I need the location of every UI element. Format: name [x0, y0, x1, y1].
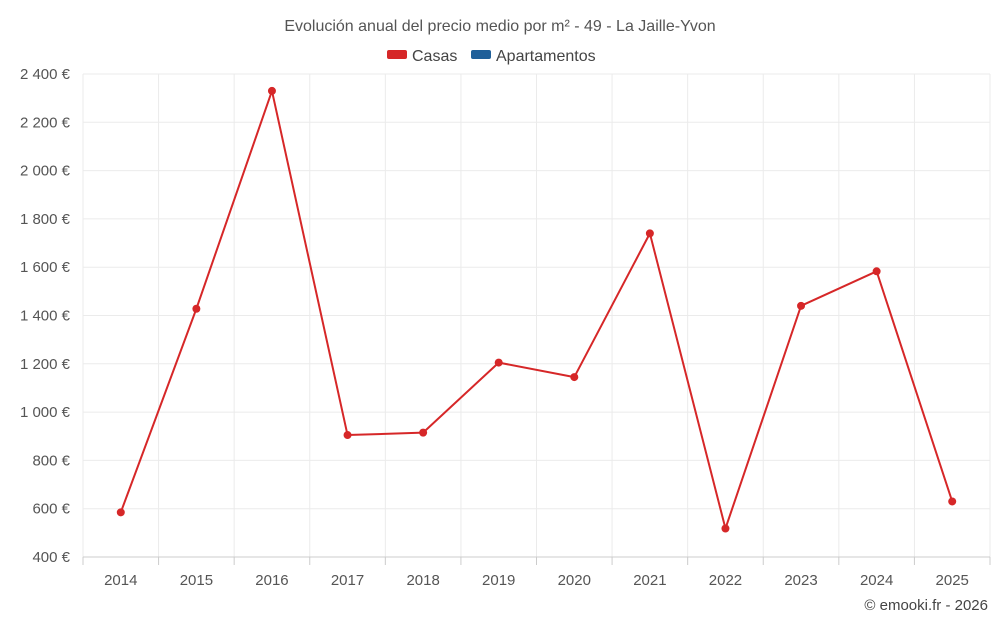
y-tick-label: 600 € [32, 501, 70, 518]
x-tick-label: 2022 [709, 572, 742, 589]
legend-item-apartamentos[interactable]: Apartamentos [471, 48, 596, 65]
x-tick-label: 2014 [104, 572, 137, 589]
y-tick-label: 1 200 € [20, 356, 71, 373]
data-point-2021[interactable] [645, 229, 654, 238]
data-point-2024[interactable] [872, 267, 881, 276]
x-tick-label: 2018 [406, 572, 439, 589]
x-tick-label: 2017 [331, 572, 364, 589]
data-point-2022[interactable] [721, 524, 730, 533]
x-tick-label: 2021 [633, 572, 666, 589]
legend-label-apartamentos: Apartamentos [496, 48, 596, 65]
x-tick-label: 2020 [558, 572, 591, 589]
legend-label-casas: Casas [412, 48, 457, 65]
data-point-2020[interactable] [570, 373, 579, 382]
credit-text: © emooki.fr - 2026 [864, 597, 988, 614]
legend-swatch-apartamentos [471, 50, 491, 59]
data-point-2023[interactable] [797, 301, 806, 310]
legend-swatch-casas [387, 50, 407, 59]
data-point-2016[interactable] [267, 86, 276, 95]
x-tick-label: 2019 [482, 572, 515, 589]
data-point-2014[interactable] [116, 508, 125, 517]
y-tick-label: 1 800 € [20, 211, 71, 228]
y-tick-label: 400 € [32, 549, 70, 566]
x-tick-label: 2025 [936, 572, 969, 589]
data-point-2025[interactable] [948, 497, 957, 506]
x-tick-label: 2024 [860, 572, 893, 589]
y-tick-label: 2 200 € [20, 114, 71, 131]
series-casas [116, 86, 957, 533]
chart-title: Evolución anual del precio medio por m² … [284, 18, 715, 35]
x-tick-label: 2015 [180, 572, 213, 589]
data-point-2017[interactable] [343, 431, 352, 440]
x-axis-ticks: 2014 2015 2016 2017 2018 2019 2020 2021 2022 2023… [82, 557, 991, 589]
y-tick-label: 1 400 € [20, 308, 71, 325]
y-axis-ticks: 400 € 600 € 800 € 1 000 € 1 200 € 1 400 € 1 60… [20, 66, 71, 566]
data-point-2018[interactable] [419, 428, 428, 437]
y-tick-label: 800 € [32, 452, 70, 469]
series-line-casas [119, 89, 954, 530]
data-point-2019[interactable] [494, 358, 503, 367]
legend: Casas Apartamentos [387, 48, 596, 65]
y-tick-label: 1 600 € [20, 259, 71, 276]
data-point-2015[interactable] [192, 304, 201, 313]
x-tick-label: 2023 [784, 572, 817, 589]
y-tick-label: 2 000 € [20, 163, 71, 180]
legend-item-casas[interactable]: Casas [387, 48, 457, 65]
x-tick-label: 2016 [255, 572, 288, 589]
y-tick-label: 2 400 € [20, 66, 71, 83]
y-tick-label: 1 000 € [20, 404, 71, 421]
gridlines [82, 73, 991, 557]
